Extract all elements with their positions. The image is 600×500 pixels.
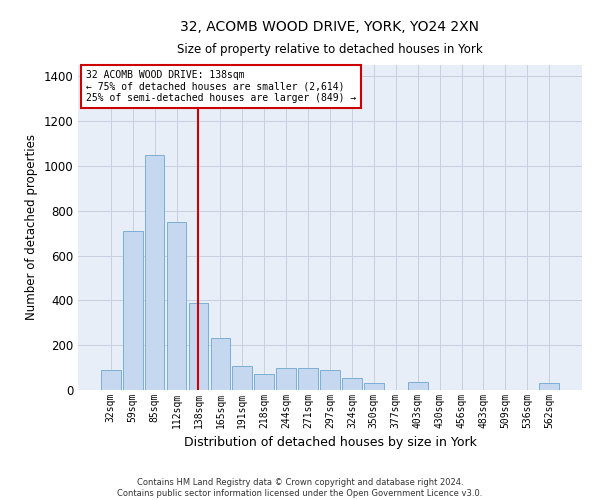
Bar <box>145 154 164 390</box>
Y-axis label: Number of detached properties: Number of detached properties <box>25 134 38 320</box>
Bar <box>167 222 187 390</box>
Bar <box>342 378 362 390</box>
Bar <box>320 370 340 390</box>
Text: Size of property relative to detached houses in York: Size of property relative to detached ho… <box>177 42 483 56</box>
Bar <box>298 368 318 390</box>
Bar <box>123 231 143 390</box>
Bar <box>101 370 121 390</box>
Bar <box>276 368 296 390</box>
Bar <box>539 384 559 390</box>
Text: 32 ACOMB WOOD DRIVE: 138sqm
← 75% of detached houses are smaller (2,614)
25% of : 32 ACOMB WOOD DRIVE: 138sqm ← 75% of det… <box>86 70 356 103</box>
Bar <box>188 302 208 390</box>
Bar <box>232 366 252 390</box>
Bar <box>254 374 274 390</box>
Bar <box>408 382 428 390</box>
Bar <box>364 384 384 390</box>
Text: Contains HM Land Registry data © Crown copyright and database right 2024.
Contai: Contains HM Land Registry data © Crown c… <box>118 478 482 498</box>
X-axis label: Distribution of detached houses by size in York: Distribution of detached houses by size … <box>184 436 476 450</box>
Bar <box>211 338 230 390</box>
Text: 32, ACOMB WOOD DRIVE, YORK, YO24 2XN: 32, ACOMB WOOD DRIVE, YORK, YO24 2XN <box>181 20 479 34</box>
